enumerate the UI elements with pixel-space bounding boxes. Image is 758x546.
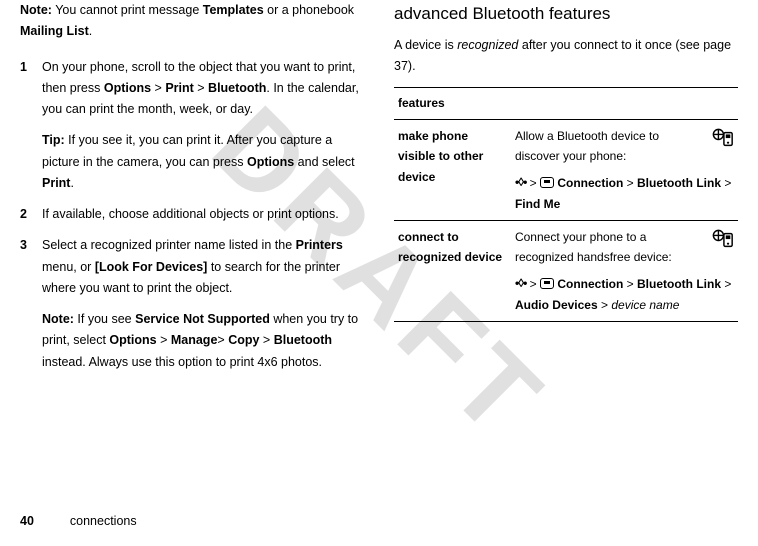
bold-text: Bluetooth Link bbox=[637, 176, 721, 190]
text: > bbox=[721, 176, 731, 190]
note-text-1b: or a phonebook bbox=[264, 3, 354, 17]
text: > bbox=[194, 81, 208, 95]
bold-text: Bluetooth bbox=[274, 333, 332, 347]
step-2: 2 If available, choose additional object… bbox=[20, 204, 364, 225]
text: > bbox=[721, 277, 731, 291]
step-1-p1: On your phone, scroll to the object that… bbox=[42, 57, 364, 121]
nav-path: •◊• > Connection > Bluetooth Link > Audi… bbox=[515, 274, 734, 315]
note-text-1a: You cannot print message bbox=[52, 3, 203, 17]
bold-text: Audio Devices bbox=[515, 298, 598, 312]
note-label: Note: bbox=[42, 312, 74, 326]
menu-key-icon bbox=[540, 177, 554, 188]
text: > bbox=[598, 298, 612, 312]
bold-text: Print bbox=[42, 176, 70, 190]
tip-label: Tip: bbox=[42, 133, 65, 147]
row-content: Allow a Bluetooth device to discover you… bbox=[511, 119, 738, 220]
text: > bbox=[623, 277, 637, 291]
table-header: features bbox=[394, 88, 738, 119]
step-3-p1: Select a recognized printer name listed … bbox=[42, 235, 364, 299]
text: > bbox=[623, 176, 637, 190]
bold-text: Options bbox=[109, 333, 156, 347]
text: > bbox=[526, 176, 540, 190]
bold-text: Find Me bbox=[515, 197, 560, 211]
row-label: make phone visible to other device bbox=[394, 119, 511, 220]
step-3: 3 Select a recognized printer name liste… bbox=[20, 235, 364, 373]
step-1-tip: Tip: If you see it, you can print it. Af… bbox=[42, 130, 364, 194]
bold-text: Printers bbox=[296, 238, 343, 252]
bold-text: Options bbox=[104, 81, 151, 95]
page-number: 40 bbox=[20, 514, 34, 528]
row-content: Connect your phone to a recognized hands… bbox=[511, 220, 738, 321]
row-label: connect to recognized device bbox=[394, 220, 511, 321]
menu-key-icon bbox=[540, 278, 554, 289]
note-bold-2: Mailing List bbox=[20, 24, 89, 38]
left-column: Note: You cannot print message Templates… bbox=[20, 0, 364, 383]
note-label: Note: bbox=[20, 3, 52, 17]
step-1: 1 On your phone, scroll to the object th… bbox=[20, 57, 364, 195]
bold-text: Print bbox=[165, 81, 193, 95]
text: menu, or bbox=[42, 260, 95, 274]
note-paragraph: Note: You cannot print message Templates… bbox=[20, 0, 364, 43]
bold-text: Bluetooth Link bbox=[637, 277, 721, 291]
footer-section: connections bbox=[70, 514, 137, 528]
center-key-icon: •◊• bbox=[515, 172, 526, 192]
bold-text: Copy bbox=[228, 333, 259, 347]
table-row: make phone visible to other device Allow… bbox=[394, 119, 738, 220]
text: > bbox=[526, 277, 540, 291]
features-table: features make phone visible to other dev… bbox=[394, 87, 738, 322]
nav-path: •◊• > Connection > Bluetooth Link > Find… bbox=[515, 173, 734, 214]
table-row: connect to recognized device Connect you… bbox=[394, 220, 738, 321]
section-intro: A device is recognized after you connect… bbox=[394, 35, 738, 78]
page-footer: 40 connections bbox=[20, 511, 137, 532]
step-number: 3 bbox=[20, 235, 42, 373]
bold-text: Connection bbox=[557, 176, 623, 190]
bold-text: Service Not Supported bbox=[135, 312, 270, 326]
step-3-note: Note: If you see Service Not Supported w… bbox=[42, 309, 364, 373]
text: > bbox=[217, 333, 228, 347]
text: instead. Always use this option to print… bbox=[42, 355, 322, 369]
text: > bbox=[151, 81, 165, 95]
step-2-p1: If available, choose additional objects … bbox=[42, 204, 364, 225]
italic-text: recognized bbox=[457, 38, 518, 52]
text: A device is bbox=[394, 38, 457, 52]
note-bold-1: Templates bbox=[203, 3, 264, 17]
note-text-1c: . bbox=[89, 24, 92, 38]
right-column: advanced Bluetooth features A device is … bbox=[394, 0, 738, 383]
bold-text: Bluetooth bbox=[208, 81, 266, 95]
bold-text: [Look For Devices] bbox=[95, 260, 208, 274]
section-heading: advanced Bluetooth features bbox=[394, 0, 738, 29]
bold-text: Manage bbox=[171, 333, 218, 347]
text: . bbox=[70, 176, 73, 190]
step-number: 1 bbox=[20, 57, 42, 195]
text: and select bbox=[294, 155, 354, 169]
text: > bbox=[157, 333, 171, 347]
step-number: 2 bbox=[20, 204, 42, 225]
center-key-icon: •◊• bbox=[515, 273, 526, 293]
bluetooth-icon bbox=[712, 128, 734, 156]
row-desc: Allow a Bluetooth device to discover you… bbox=[515, 129, 659, 163]
row-desc: Connect your phone to a recognized hands… bbox=[515, 230, 672, 264]
italic-text: device name bbox=[611, 298, 679, 312]
text: If you see bbox=[74, 312, 135, 326]
bluetooth-icon bbox=[712, 229, 734, 257]
text: > bbox=[259, 333, 273, 347]
bold-text: Connection bbox=[557, 277, 623, 291]
bold-text: Options bbox=[247, 155, 294, 169]
text: Select a recognized printer name listed … bbox=[42, 238, 296, 252]
